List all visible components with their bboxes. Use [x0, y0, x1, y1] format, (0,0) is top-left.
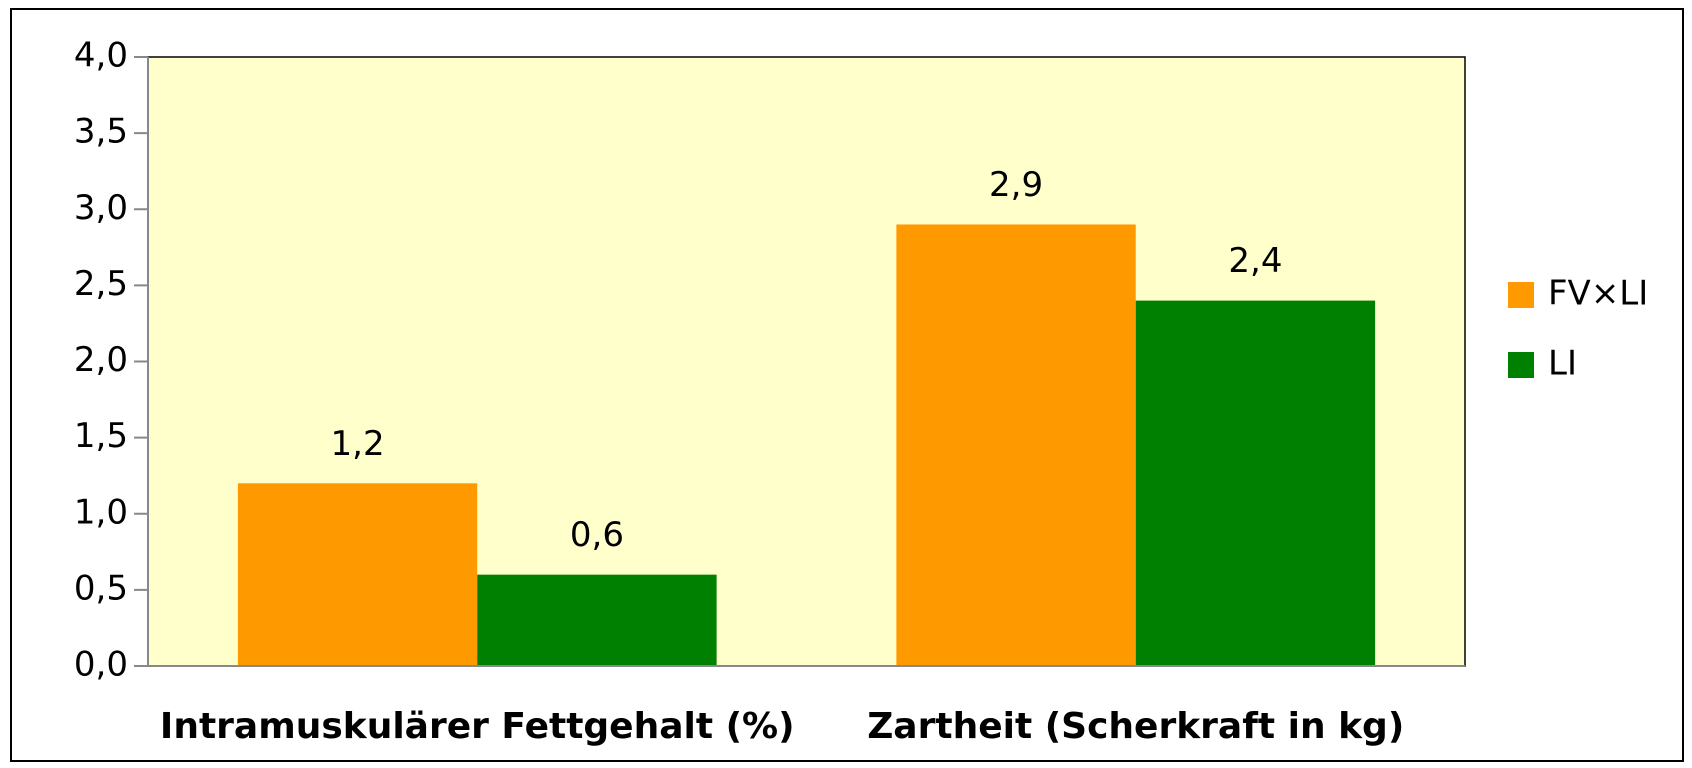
- y-tick-label: 1,5: [74, 416, 128, 456]
- y-tick-label: 1,0: [74, 492, 128, 532]
- value-label: 0,6: [570, 515, 624, 555]
- legend-swatch: [1508, 352, 1534, 378]
- y-tick-label: 2,5: [74, 264, 128, 304]
- value-label: 1,2: [331, 424, 385, 464]
- y-tick-label: 3,0: [74, 188, 128, 228]
- y-tick-label: 3,5: [74, 112, 128, 152]
- bar: [1135, 300, 1376, 666]
- x-tick-label: Intramuskulärer Fettgehalt (%): [160, 706, 795, 747]
- legend-label: LI: [1548, 344, 1577, 384]
- bar: [896, 224, 1136, 666]
- y-tick-label: 0,0: [74, 645, 128, 685]
- y-tick-label: 0,5: [74, 568, 128, 608]
- y-tick-label: 4,0: [74, 36, 128, 76]
- value-label: 2,9: [989, 165, 1043, 205]
- bar: [477, 574, 717, 666]
- y-tick-label: 2,0: [74, 340, 128, 380]
- x-tick-label: Zartheit (Scherkraft in kg): [867, 706, 1404, 747]
- legend-label: FV×LI: [1548, 274, 1648, 314]
- legend-swatch: [1508, 282, 1534, 308]
- value-label: 2,4: [1228, 241, 1282, 281]
- bar: [237, 483, 478, 666]
